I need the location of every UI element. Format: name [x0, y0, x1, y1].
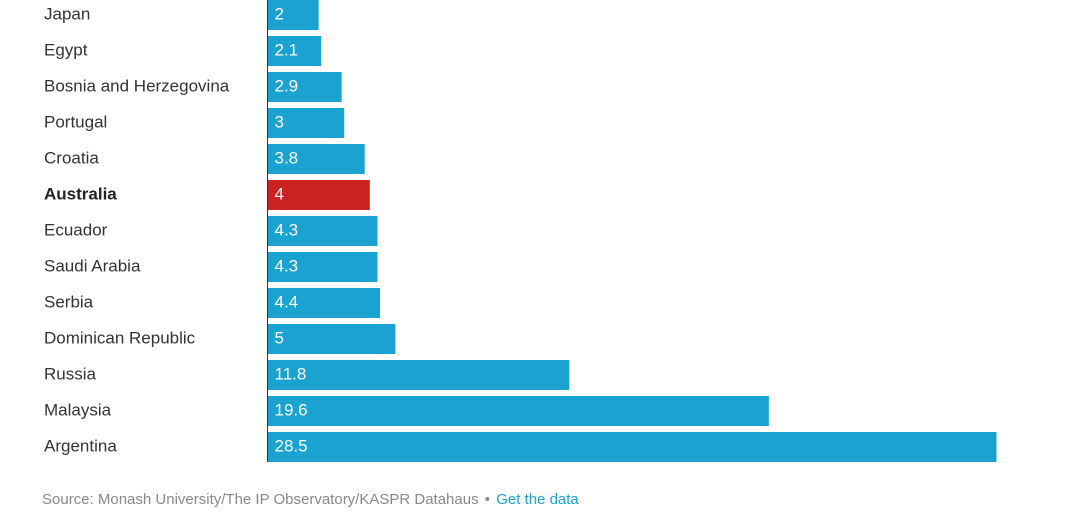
value-label-australia: 4	[275, 184, 284, 203]
category-label-malaysia: Malaysia	[44, 400, 112, 419]
bar-australia	[267, 180, 370, 210]
bar-russia	[267, 360, 570, 390]
value-label-japan: 2	[275, 4, 284, 23]
category-label-portugal: Portugal	[44, 112, 107, 131]
value-label-serbia: 4.4	[275, 292, 299, 311]
value-label-egypt: 2.1	[275, 40, 299, 59]
category-label-argentina: Argentina	[44, 436, 117, 455]
bar-serbia	[267, 288, 381, 318]
category-label-japan: Japan	[44, 4, 90, 23]
value-label-croatia: 3.8	[275, 148, 299, 167]
bars	[267, 0, 997, 462]
get-the-data-link[interactable]: Get the data	[496, 491, 579, 508]
category-label-serbia: Serbia	[44, 292, 94, 311]
category-label-saudi-arabia: Saudi Arabia	[44, 256, 141, 275]
category-label-russia: Russia	[44, 364, 97, 383]
category-label-croatia: Croatia	[44, 148, 99, 167]
category-label-australia: Australia	[44, 184, 117, 203]
value-label-portugal: 3	[275, 112, 284, 131]
source-text: Source: Monash University/The IP Observa…	[42, 491, 479, 508]
chart-footer: Source: Monash University/The IP Observa…	[42, 491, 579, 508]
category-label-ecuador: Ecuador	[44, 220, 108, 239]
bar-malaysia	[267, 396, 769, 426]
value-label-russia: 11.8	[275, 364, 307, 383]
category-label-egypt: Egypt	[44, 40, 88, 59]
value-label-dominican-republic: 5	[275, 328, 284, 347]
value-label-malaysia: 19.6	[275, 400, 308, 419]
bar-dominican-republic	[267, 324, 396, 354]
bar-egypt	[267, 36, 322, 66]
value-labels: 2 2.1 2.9 3 3.8 4 4.3 4.3 4.4 5 11.8 19.6 28.5	[275, 4, 308, 455]
value-label-argentina: 28.5	[275, 436, 308, 455]
bar-ecuador	[267, 216, 378, 246]
bar-bosnia-and-herzegovina	[267, 72, 342, 102]
category-label-bosnia-and-herzegovina: Bosnia and Herzegovina	[44, 76, 230, 95]
bar-portugal	[267, 108, 345, 138]
bar-croatia	[267, 144, 365, 174]
category-label-dominican-republic: Dominican Republic	[44, 328, 196, 347]
bar-japan	[267, 0, 319, 30]
value-label-ecuador: 4.3	[275, 220, 299, 239]
footer-separator: •	[484, 491, 491, 508]
value-label-saudi-arabia: 4.3	[275, 256, 299, 275]
bar-argentina	[267, 432, 997, 462]
bar-chart: Japan Egypt Bosnia and Herzegovina Portugal…	[44, 0, 997, 462]
bar-saudi-arabia	[267, 252, 378, 282]
category-labels: Japan Egypt Bosnia and Herzegovina Portugal…	[44, 4, 230, 455]
value-label-bosnia-and-herzegovina: 2.9	[275, 76, 299, 95]
